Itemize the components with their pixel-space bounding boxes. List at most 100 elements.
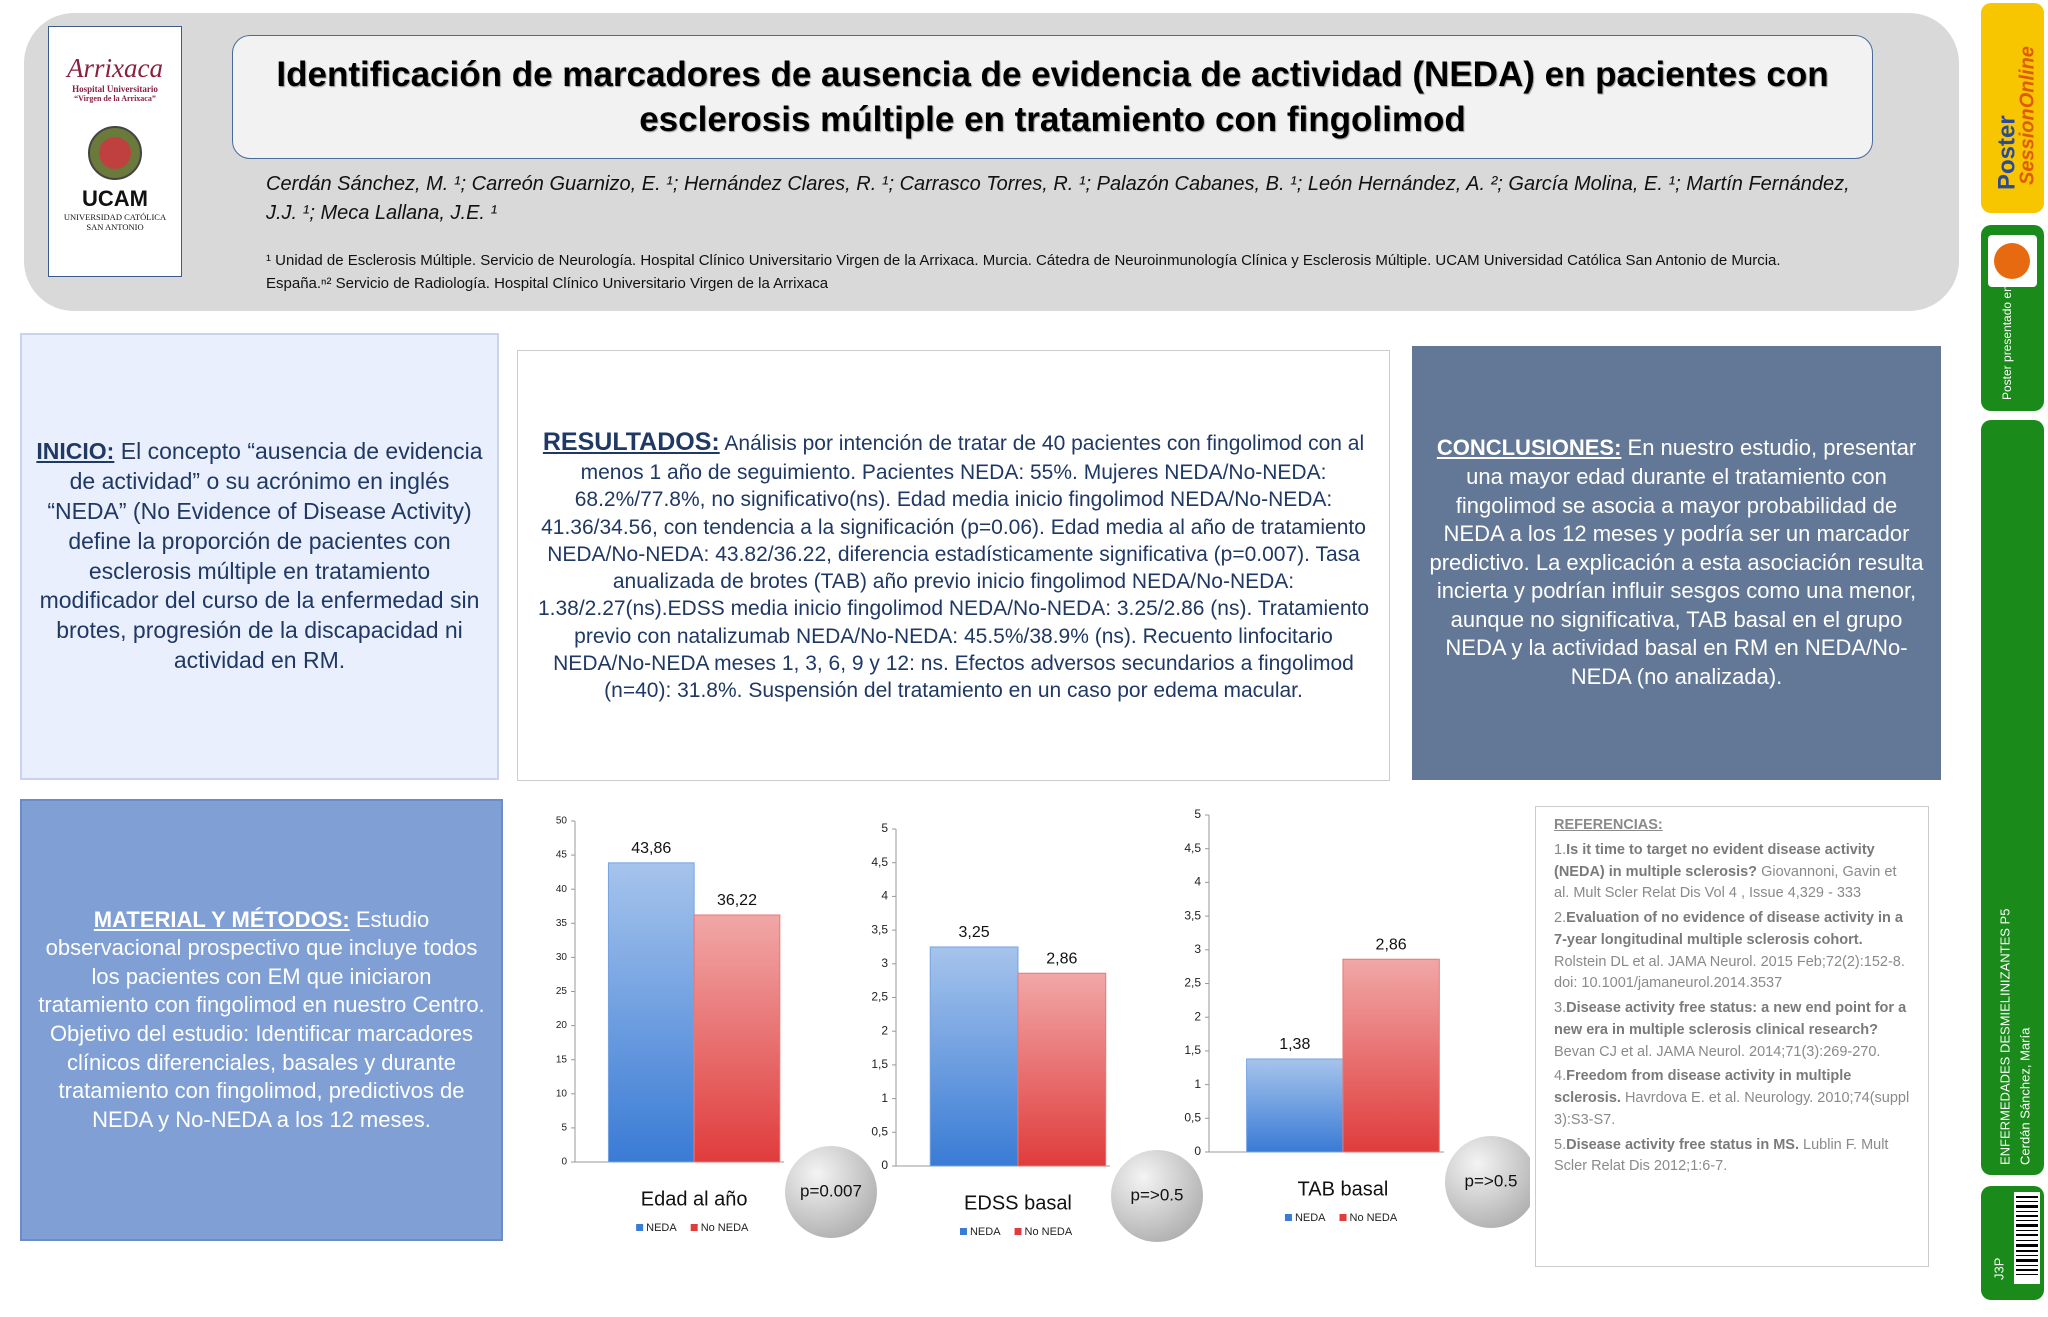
heading: RESULTADOS: — [542, 428, 720, 457]
y-tick-label: 3 — [1194, 942, 1201, 956]
heading: INICIO: — [36, 437, 115, 464]
reference: 3.Disease activity free status: a new en… — [1554, 998, 1910, 1063]
y-tick-label: 3,5 — [1184, 908, 1201, 922]
y-tick-label: 20 — [556, 1020, 568, 1031]
affiliation: ¹ Unidad de Esclerosis Múltiple. Servici… — [266, 252, 1781, 292]
ucam-logo: UCAM — [82, 186, 148, 211]
legend-swatch — [690, 1224, 698, 1231]
p-value-badge — [1445, 1136, 1530, 1228]
data-label: 3,25 — [959, 924, 990, 941]
brand-block — [1981, 3, 2044, 213]
y-tick-label: 4,5 — [871, 855, 888, 869]
data-label: 1,38 — [1279, 1036, 1310, 1053]
y-tick-label: 3 — [881, 956, 888, 970]
author: Cerdán Sánchez, María — [2017, 1027, 2032, 1165]
x-category-label: EDSS basal — [964, 1192, 1072, 1214]
reference-source: Lublin F. Mult Scler Relat Dis 2012;1:6-… — [1554, 1136, 1889, 1175]
reference: 1.Is it time to target no evident diseas… — [1554, 840, 1910, 905]
y-tick-label: 4 — [1194, 875, 1201, 889]
x-category-label: TAB basal — [1298, 1178, 1389, 1200]
y-tick-label: 35 — [556, 918, 568, 929]
bar — [607, 862, 695, 1163]
y-tick-label: 5 — [1194, 807, 1201, 821]
legend-label: NEDA — [646, 1222, 677, 1234]
category: ENFERMEDADES DESMIELINIZANTES P5 — [1997, 909, 2012, 1165]
data-label: 36,22 — [717, 892, 757, 909]
y-tick-label: 15 — [556, 1054, 568, 1065]
heading: CONCLUSIONES: — [1436, 435, 1622, 461]
p-value: p=>0.5 — [1131, 1185, 1184, 1204]
title: Identificación de marcadores de ausencia… — [232, 35, 1873, 159]
sidebar: Poster SessionOnline Poster presentado e… — [1981, 3, 2044, 1300]
ucam-sub: UNIVERSIDAD CATÓLICA — [63, 212, 167, 222]
presented-label: Poster presentado en: — [2000, 282, 2014, 400]
code: J3P — [1991, 1258, 2006, 1280]
p-value-badge — [1111, 1150, 1203, 1242]
y-tick-label: 1,5 — [871, 1057, 888, 1071]
y-tick-label: 5 — [881, 821, 888, 835]
legend-swatch — [1339, 1214, 1347, 1221]
body-text: Análisis por intención de tratar de 40 p… — [537, 432, 1370, 703]
brand: SessionOnline — [2016, 46, 2038, 185]
y-tick-label: 40 — [556, 884, 568, 895]
authors: Cerdán Sánchez, M. ¹; Carreón Guarnizo, … — [266, 173, 1850, 224]
reference-source: Havrdova E. et al. Neurology. 2010;74(su… — [1554, 1090, 1910, 1128]
y-tick-label: 50 — [556, 816, 568, 827]
hospital-sub: “Virgen de la Arrixaca” — [74, 94, 156, 103]
legend-label: No NEDA — [1025, 1226, 1073, 1238]
y-tick-label: 2 — [1194, 1009, 1201, 1023]
legend-label: No NEDA — [1350, 1212, 1398, 1224]
data-label: 43,86 — [631, 840, 671, 857]
reference-number: 2. — [1554, 910, 1567, 926]
y-tick-label: 10 — [556, 1088, 568, 1099]
legend-swatch — [1284, 1214, 1292, 1221]
legend-swatch — [636, 1224, 644, 1231]
y-tick-label: 4 — [881, 889, 888, 903]
bar — [1246, 1058, 1344, 1153]
reference-source: Bevan CJ et al. JAMA Neurol. 2014;71(3):… — [1554, 1043, 1881, 1060]
y-tick-label: 0,5 — [871, 1124, 888, 1138]
ucam-seal — [88, 126, 142, 180]
y-tick-label: 0 — [1194, 1144, 1201, 1158]
y-tick-label: 25 — [556, 986, 568, 997]
data-label: 2,86 — [1046, 950, 1077, 967]
data-label: 2,86 — [1376, 936, 1407, 953]
y-tick-label: 1 — [1194, 1077, 1201, 1091]
conclusiones-section: CONCLUSIONES: En nuestro estudio, presen… — [1412, 346, 1941, 780]
reference: 2.Evaluation of no evidence of disease a… — [1554, 908, 1910, 995]
heading: REFERENCIAS: — [1554, 817, 1663, 833]
reference-number: 5. — [1554, 1136, 1567, 1153]
reference: 4.Freedom from disease activity in multi… — [1554, 1066, 1910, 1131]
references: REFERENCIAS: 1.Is it time to target no e… — [1535, 806, 1929, 1267]
y-tick-label: 0 — [881, 1158, 888, 1172]
y-tick-label: 4,5 — [1184, 841, 1201, 855]
legend-swatch — [959, 1228, 967, 1235]
legend-swatch — [1014, 1228, 1022, 1235]
material-section: MATERIAL Y MÉTODOS: Estudio observaciona… — [20, 799, 503, 1241]
y-tick-label: 3,5 — [871, 922, 888, 936]
p-value-badge — [785, 1146, 877, 1238]
congress-logo-mark — [1994, 243, 2030, 279]
body-text: Estudio observacional prospectivo que in… — [38, 906, 485, 1132]
y-tick-label: 5 — [561, 1123, 567, 1134]
legend-label: No NEDA — [701, 1222, 749, 1234]
y-tick-label: 1 — [881, 1091, 888, 1105]
y-tick-label: 0,5 — [1184, 1110, 1201, 1124]
legend-label: NEDA — [970, 1226, 1001, 1238]
p-value: p=>0.5 — [1465, 1171, 1518, 1190]
y-tick-label: 30 — [556, 952, 568, 963]
heading: MATERIAL Y MÉTODOS: — [93, 906, 350, 932]
reference-title: Evaluation of no evidence of disease act… — [1554, 910, 1903, 948]
reference-number: 1. — [1554, 841, 1567, 858]
reference-title: Is it time to target no evident disease … — [1554, 841, 1875, 880]
info-block — [1981, 420, 2044, 1175]
reference-number: 3. — [1554, 1000, 1567, 1016]
hospital-logo: Arrixaca — [67, 53, 163, 83]
p-value: p=0.007 — [800, 1181, 862, 1200]
body-text: El concepto “ausencia de evidencia de ac… — [39, 437, 483, 674]
bar — [929, 946, 1019, 1167]
reference-title: Disease activity free status: a new end … — [1554, 1000, 1907, 1038]
y-tick-label: 2 — [881, 1023, 888, 1037]
